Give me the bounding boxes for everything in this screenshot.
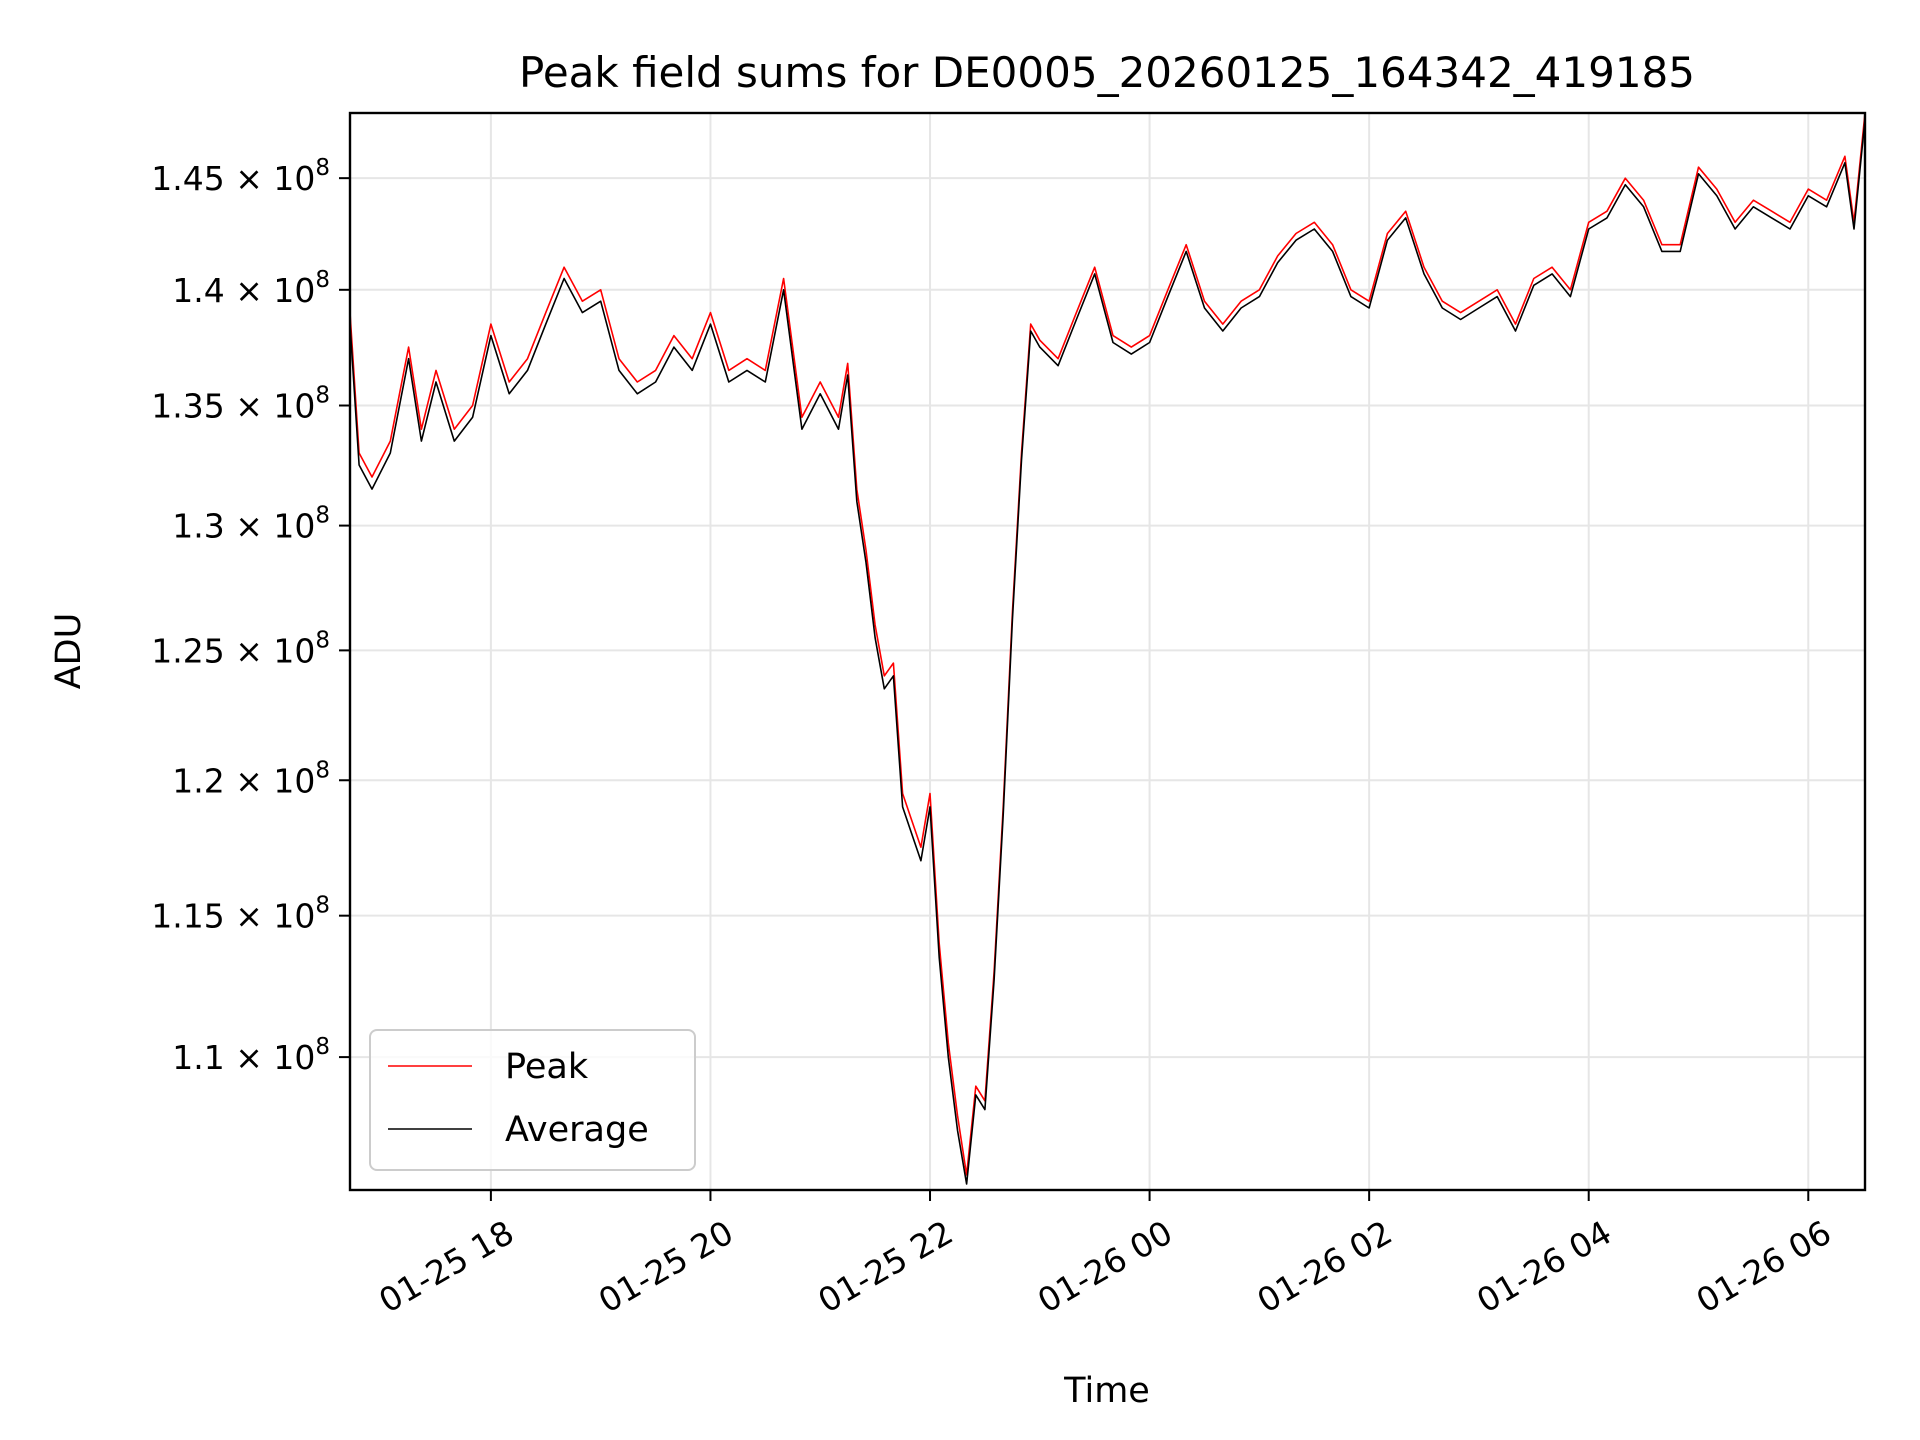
legend: Peak Average: [369, 1029, 696, 1171]
y-tick-label: 1.1 × 108: [172, 1034, 330, 1077]
plot-frame: [348, 111, 1867, 1192]
y-tick-label: 1.4 × 108: [172, 267, 330, 310]
legend-label-average: Average: [505, 1110, 649, 1150]
chart-title: Peak field sums for DE0005_20260125_1643…: [519, 48, 1695, 97]
y-tick-label: 1.25 × 108: [151, 627, 330, 670]
grid-layer: [350, 113, 1865, 1190]
x-axis-label: Time: [1063, 1371, 1150, 1411]
y-axis-label: ADU: [49, 613, 89, 690]
legend-label-peak: Peak: [505, 1047, 589, 1087]
legend-box: [369, 1029, 696, 1171]
y-tick-label: 1.45 × 108: [151, 155, 330, 198]
series-layer: [349, 112, 1866, 1185]
series-line-average: [349, 119, 1866, 1185]
y-tick-label: 1.2 × 108: [172, 757, 330, 800]
y-tick-label: 1.3 × 108: [172, 503, 330, 546]
y-tick-label: 1.35 × 108: [151, 383, 330, 426]
y-tick-label: 1.15 × 108: [151, 893, 330, 936]
